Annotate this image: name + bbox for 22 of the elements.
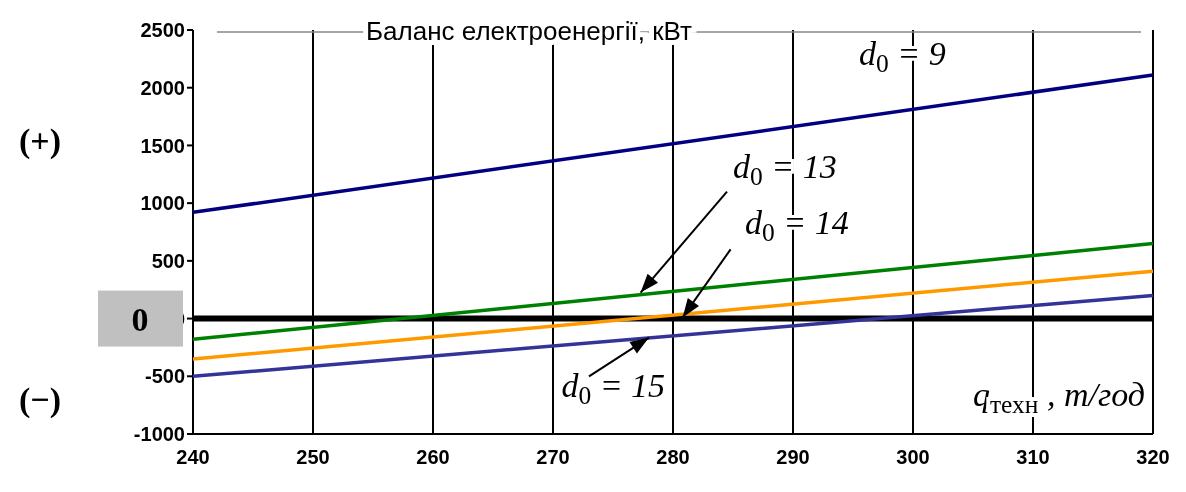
text: (+) [18, 121, 62, 160]
y-tick-label: 1000 [140, 192, 185, 215]
x-tick-label: 290 [776, 446, 810, 469]
y-tick-label: 1500 [140, 134, 185, 157]
y-tick-label: 500 [151, 249, 185, 272]
text: (−) [18, 381, 62, 420]
x-tick-label: 300 [896, 446, 930, 469]
text: d$_{0}$ = 13 [733, 147, 837, 191]
series-label: d$_{0}$ = 15 [561, 367, 666, 410]
x-tick-label: 240 [176, 446, 210, 469]
x-tick-label: 250 [296, 446, 330, 469]
x-tick-label: 310 [1016, 446, 1050, 469]
text: 0 [131, 300, 149, 338]
chart-title: Баланс електроенергії, кВт [366, 16, 693, 46]
y-tick-label: -500 [144, 365, 185, 388]
y-tick-label: 2500 [140, 19, 185, 42]
y-tick-label: -1000 [133, 423, 185, 446]
x-tick-label: 280 [656, 446, 690, 469]
x-tick-label: 260 [416, 446, 450, 469]
x-tick-label: 270 [536, 446, 570, 469]
y-tick-label: 2000 [140, 76, 185, 99]
x-tick-label: 320 [1136, 446, 1170, 469]
